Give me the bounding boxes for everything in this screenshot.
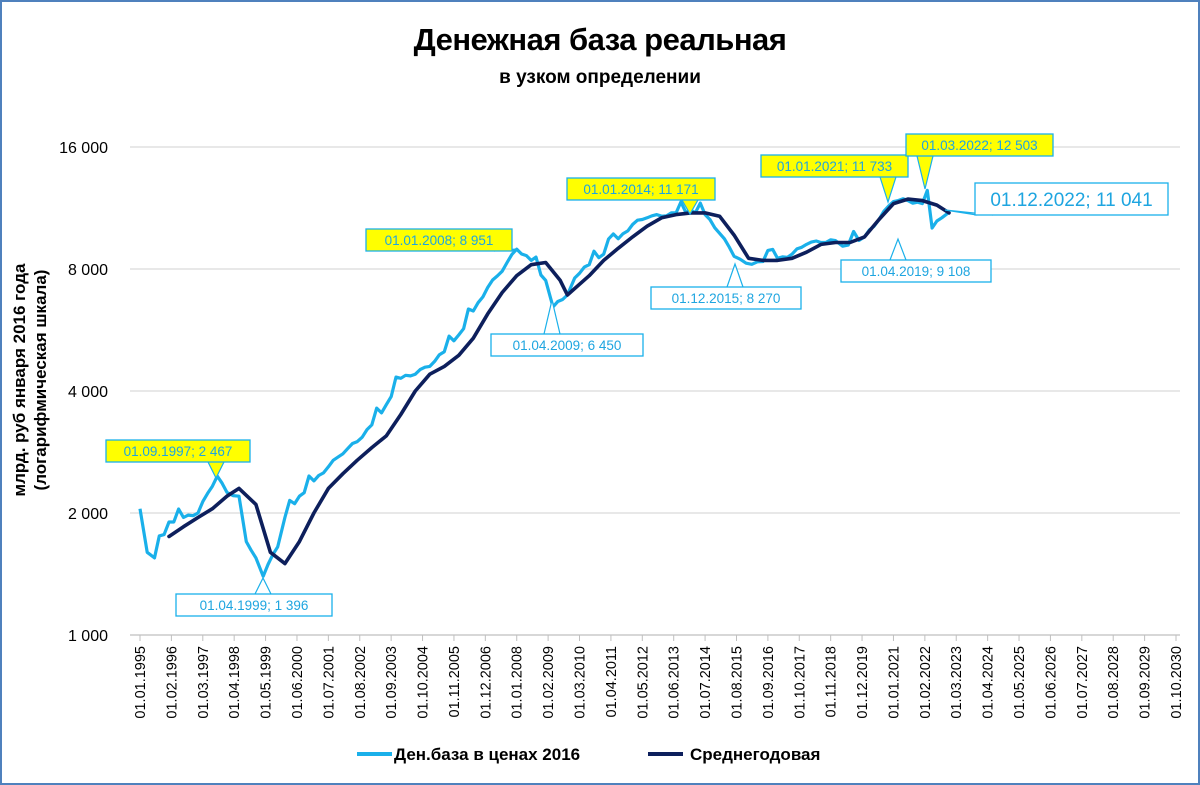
x-tick-label: 01.12.2019	[855, 646, 871, 719]
x-tick-label: 01.07.2001	[321, 646, 337, 719]
x-tick-label: 01.09.2003	[384, 646, 400, 719]
y-tick-label: 8 000	[68, 262, 108, 279]
data-callout: 01.01.2014; 11 171	[566, 177, 716, 216]
x-tick-label: 01.12.2006	[478, 646, 494, 719]
legend-label-series2: Среднегодовая	[690, 745, 820, 764]
callout-label: 01.12.2022; 11 041	[990, 190, 1152, 211]
callout-label: 01.04.1999; 1 396	[200, 598, 309, 613]
y-tick-label: 2 000	[68, 506, 108, 523]
y-axis: 16 000 8 000 4 000 2 000 1 000	[59, 140, 108, 645]
x-axis-labels: 01.01.1995 01.02.1996 01.03.1997 01.04.1998…	[133, 646, 1185, 719]
callout-label: 01.04.2019; 9 108	[862, 264, 971, 279]
callout-label: 01.04.2009; 6 450	[513, 338, 622, 353]
data-callout: 01.12.2015; 8 270	[650, 262, 802, 310]
x-tick-label: 01.03.1997	[196, 646, 212, 719]
chart-title: Денежная база реальная	[413, 22, 787, 57]
annotations: 01.09.1997; 2 467 01.04.1999; 1 396 01.01.…	[105, 133, 1169, 617]
series-den-baza-line	[138, 188, 950, 578]
data-callout: 01.01.2021; 11 733	[760, 154, 909, 204]
x-tick-label: 01.08.2015	[729, 646, 745, 719]
x-tick-label: 01.02.2022	[918, 646, 934, 719]
svg-text:млрд. руб января 2016 года: млрд. руб января 2016 года	[10, 263, 29, 496]
x-tick-label: 01.07.2014	[698, 646, 714, 719]
x-tick-label: 01.04.1998	[227, 646, 243, 719]
x-tick-label: 01.02.1996	[164, 646, 180, 719]
data-callout: 01.12.2022; 11 041	[944, 182, 1169, 216]
data-callout: 01.04.2019; 9 108	[840, 237, 992, 283]
legend-label-series1: Ден.база в ценах 2016	[394, 745, 580, 764]
svg-text:(логарифмическая шкала): (логарифмическая шкала)	[31, 270, 50, 491]
x-tick-label: 01.07.2027	[1075, 646, 1091, 719]
x-tick-label: 01.03.2023	[949, 646, 965, 719]
x-tick-label: 01.10.2004	[416, 646, 432, 719]
x-tick-label: 01.08.2002	[353, 646, 369, 719]
callout-label: 01.01.2021; 11 733	[777, 159, 892, 174]
x-tick-label: 01.08.2028	[1106, 646, 1122, 719]
x-tick-label: 01.03.2010	[573, 646, 589, 719]
x-tick-label: 01.04.2011	[604, 646, 620, 718]
x-tick-label: 01.10.2030	[1169, 646, 1185, 719]
callout-label: 01.09.1997; 2 467	[124, 444, 233, 459]
y-tick-label: 16 000	[59, 140, 108, 157]
x-tick-label: 01.06.2026	[1043, 646, 1059, 719]
data-callout: 01.09.1997; 2 467	[105, 439, 251, 480]
x-tick-label: 01.01.1995	[133, 646, 149, 719]
x-tick-label: 01.06.2013	[667, 646, 683, 719]
data-callout: 01.01.2008; 8 951	[365, 228, 518, 252]
callout-label: 01.03.2022; 12 503	[921, 138, 1037, 153]
x-tick-label: 01.06.2000	[290, 646, 306, 719]
data-callout: 01.04.2009; 6 450	[490, 299, 644, 357]
callout-label: 01.01.2008; 8 951	[385, 233, 494, 248]
x-tick-label: 01.05.2025	[1012, 646, 1028, 719]
data-callout: 01.04.1999; 1 396	[175, 576, 333, 617]
x-tick-label: 01.09.2029	[1138, 646, 1154, 719]
x-tick-label: 01.09.2016	[761, 646, 777, 719]
x-tick-label: 01.04.2024	[981, 646, 997, 719]
series-srednegodovaya-line	[167, 197, 951, 566]
callout-label: 01.01.2014; 11 171	[583, 182, 698, 197]
data-callout: 01.03.2022; 12 503	[905, 133, 1054, 190]
x-tick-label: 01.11.2018	[824, 646, 840, 718]
chart-subtitle: в узком определении	[499, 67, 701, 88]
x-axis-tick-marks	[139, 635, 1177, 641]
y-tick-label: 4 000	[68, 384, 108, 401]
legend: Ден.база в ценах 2016 Среднегодовая	[357, 745, 820, 764]
x-tick-label: 01.01.2008	[510, 646, 526, 719]
x-tick-label: 01.05.2012	[635, 646, 651, 719]
x-tick-label: 01.11.2005	[447, 646, 463, 718]
y-tick-label: 1 000	[68, 628, 108, 645]
x-tick-label: 01.02.2009	[541, 646, 557, 719]
y-axis-title: млрд. руб января 2016 года (логарифмичес…	[10, 263, 50, 496]
x-tick-label: 01.10.2017	[792, 646, 808, 719]
x-tick-label: 01.01.2021	[886, 646, 902, 719]
x-tick-label: 01.05.1999	[259, 646, 275, 719]
callout-label: 01.12.2015; 8 270	[672, 291, 781, 306]
